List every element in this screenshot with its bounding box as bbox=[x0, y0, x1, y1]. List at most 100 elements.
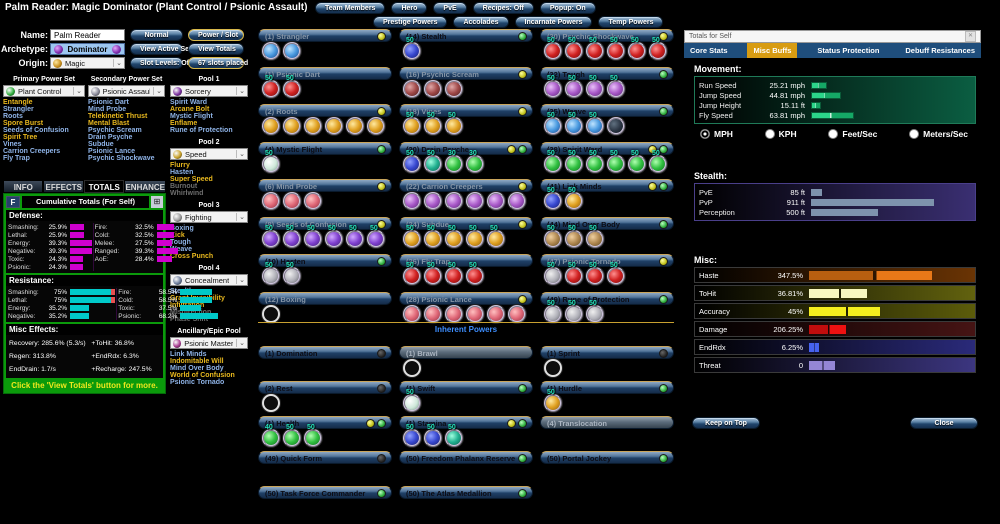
power-bar-rune-of-protection[interactable]: (49) Rune of Protection bbox=[540, 291, 674, 305]
power-bar-boxing[interactable]: (12) Boxing bbox=[258, 291, 392, 305]
power-bar-carrion-creepers[interactable]: (22) Carrion Creepers bbox=[399, 179, 533, 192]
enhancement-slot[interactable] bbox=[445, 304, 463, 323]
enhancement-slot[interactable]: 50 bbox=[607, 75, 625, 98]
powerset-item-psychic-scream[interactable]: Psychic Scream bbox=[88, 127, 142, 134]
enhancement-slot[interactable]: 50 bbox=[544, 300, 562, 323]
powerset-item-cross-punch[interactable]: Cross Punch bbox=[170, 253, 214, 260]
radio-icon[interactable] bbox=[909, 129, 920, 139]
enhancement-slot[interactable]: 50 bbox=[544, 225, 562, 248]
powerset-item-enflame[interactable]: Enflame bbox=[170, 120, 198, 127]
tab-status-protection[interactable]: Status Protection bbox=[817, 46, 880, 55]
enhancement-slot[interactable]: 50 bbox=[424, 225, 442, 248]
enhancement-slot[interactable]: 50 bbox=[586, 300, 604, 323]
topbar-button-popup-on[interactable]: Popup: On bbox=[539, 2, 596, 14]
powerset-item-psionic-tornado[interactable]: Psionic Tornado bbox=[170, 379, 225, 386]
enhancement-slot[interactable] bbox=[262, 42, 280, 60]
topbar-button-team-members[interactable]: Team Members bbox=[315, 2, 386, 14]
enhancement-slot[interactable]: 50 bbox=[424, 112, 442, 135]
enhancement-slot[interactable]: 50 bbox=[403, 262, 421, 285]
enhancement-slot[interactable]: 50 bbox=[544, 389, 562, 412]
powerset-item-kick[interactable]: Kick bbox=[170, 232, 185, 239]
archetype-selector[interactable]: Dominator bbox=[50, 43, 125, 55]
enhancement-slot[interactable]: 50 bbox=[262, 150, 280, 173]
enhancement-slot[interactable] bbox=[403, 304, 421, 323]
enhancement-slot[interactable]: 50 bbox=[544, 37, 562, 60]
radio-icon[interactable] bbox=[700, 129, 710, 139]
tab-misc-buffs[interactable]: Misc Buffs bbox=[747, 43, 798, 58]
power-bar-freedom-phalanx-reserve[interactable]: (50) Freedom Phalanx Reserve bbox=[399, 451, 533, 464]
close-icon[interactable]: ✕ bbox=[965, 31, 976, 42]
powerset-item-telekinetic-thrust[interactable]: Telekinetic Thrust bbox=[88, 113, 148, 120]
enhancement-slot[interactable]: 50 bbox=[586, 150, 604, 173]
power-bar-weave[interactable]: (35) Weave bbox=[540, 104, 674, 117]
name-input[interactable] bbox=[50, 29, 125, 41]
enhancement-slot[interactable] bbox=[607, 117, 625, 135]
normal-button[interactable]: Normal bbox=[130, 29, 183, 41]
secondary-powerset-dropdown[interactable]: Psionic Assault ⌄ bbox=[88, 85, 165, 97]
power-bar-psionic-lance[interactable]: (28) Psionic Lance bbox=[399, 291, 533, 305]
power-bar-psychic-shockwave[interactable]: (30) Psychic Shockwave bbox=[540, 29, 674, 42]
enhancement-slot[interactable]: 50 bbox=[445, 225, 463, 248]
enhancement-slot[interactable]: 50 bbox=[607, 37, 625, 60]
powerset-item-seeds-of-confusion[interactable]: Seeds of Confusion bbox=[3, 127, 69, 134]
enhancement-slot[interactable] bbox=[445, 192, 463, 210]
enhancement-slot[interactable]: 50 bbox=[586, 225, 604, 248]
powerset-item-subdue[interactable]: Subdue bbox=[88, 141, 114, 148]
powerset-item-link-minds[interactable]: Link Minds bbox=[170, 351, 207, 358]
enhancement-slot[interactable]: 50 bbox=[346, 225, 364, 248]
powerset-item-entangle[interactable]: Entangle bbox=[3, 99, 33, 106]
unit-option-kph[interactable]: KPH bbox=[764, 129, 797, 139]
power-bar-portal-jockey[interactable]: (50) Portal Jockey bbox=[540, 451, 674, 464]
enhancement-slot[interactable]: 50 bbox=[565, 37, 583, 60]
power-bar-mystic-flight[interactable]: (4) Mystic Flight bbox=[258, 141, 392, 155]
enhancement-slot[interactable]: 50 bbox=[565, 300, 583, 323]
powerset-item-mind-over-body[interactable]: Mind Over Body bbox=[170, 365, 224, 372]
enhancement-slot[interactable]: 50 bbox=[262, 262, 280, 285]
enhancement-slot[interactable]: 50 bbox=[544, 75, 562, 98]
unit-option-mph[interactable]: MPH bbox=[700, 129, 733, 139]
enhancement-slot[interactable]: 50 bbox=[445, 112, 463, 135]
powerset-item-psionic-dart[interactable]: Psionic Dart bbox=[88, 99, 129, 106]
enhancement-slot[interactable]: 50 bbox=[607, 150, 625, 173]
powerset-item-burnout[interactable]: Burnout bbox=[170, 183, 198, 190]
powerset-item-indomitable-will[interactable]: Indomitable Will bbox=[170, 358, 224, 365]
power-bar-task-force-commander[interactable]: (50) Task Force Commander bbox=[258, 486, 392, 499]
enhancement-slot[interactable]: 50 bbox=[628, 150, 646, 173]
enhancement-slot[interactable]: 50 bbox=[283, 262, 301, 285]
topbar-button-hero[interactable]: Hero bbox=[391, 2, 428, 14]
enhancement-slot[interactable] bbox=[508, 192, 526, 210]
powerset-item-boxing[interactable]: Boxing bbox=[170, 225, 194, 232]
powerset-item-super-speed[interactable]: Super Speed bbox=[170, 176, 213, 183]
powerset-item-fly-trap[interactable]: Fly Trap bbox=[3, 155, 30, 162]
powerset-item-roots[interactable]: Roots bbox=[3, 113, 23, 120]
powerset-item-hasten[interactable]: Hasten bbox=[170, 169, 194, 176]
powerset-item-spirit-ward[interactable]: Spirit Ward bbox=[170, 99, 208, 106]
power-bar-psychic-scream[interactable]: (16) Psychic Scream bbox=[399, 66, 533, 80]
tab-debuff-resistances[interactable]: Debuff Resistances bbox=[905, 46, 975, 55]
enhancement-slot[interactable] bbox=[424, 304, 442, 323]
enhancement-slot[interactable] bbox=[403, 359, 421, 377]
power-bar-subdue[interactable]: (24) Subdue bbox=[399, 216, 533, 230]
enhancement-slot[interactable]: 50 bbox=[424, 424, 442, 447]
enhancement-slot[interactable] bbox=[403, 79, 421, 98]
tab-info[interactable]: INFO bbox=[3, 180, 44, 193]
enhancement-slot[interactable] bbox=[262, 394, 280, 412]
power-bar-stamina[interactable]: (1) Stamina bbox=[399, 416, 533, 429]
enhancement-slot[interactable]: 50 bbox=[649, 37, 667, 60]
unit-option-feet-sec[interactable]: Feet/Sec bbox=[828, 129, 877, 139]
primary-powerset-dropdown[interactable]: Plant Control ⌄ bbox=[3, 85, 85, 97]
powerset-item-psychic-shockwave[interactable]: Psychic Shockwave bbox=[88, 155, 155, 162]
powerset-item-mind-probe[interactable]: Mind Probe bbox=[88, 106, 127, 113]
enhancement-slot[interactable] bbox=[424, 192, 442, 210]
enhancement-slot[interactable]: 50 bbox=[445, 262, 463, 285]
pool-4-dropdown[interactable]: Concealment ⌄ bbox=[170, 274, 248, 286]
power-bar-link-minds[interactable]: (41) Link Minds bbox=[540, 179, 674, 192]
powerset-item-vines[interactable]: Vines bbox=[3, 141, 22, 148]
powerset-item-strangler[interactable]: Strangler bbox=[3, 106, 34, 113]
enhancement-slot[interactable]: 50 bbox=[283, 424, 301, 447]
enhancement-slot[interactable]: 50 bbox=[304, 424, 322, 447]
power-bar-hasten[interactable]: (10) Hasten bbox=[258, 254, 392, 267]
enhancement-slot[interactable] bbox=[466, 192, 484, 210]
keep-on-top-button[interactable]: Keep on Top bbox=[692, 417, 760, 429]
enhancement-slot[interactable] bbox=[487, 192, 505, 210]
